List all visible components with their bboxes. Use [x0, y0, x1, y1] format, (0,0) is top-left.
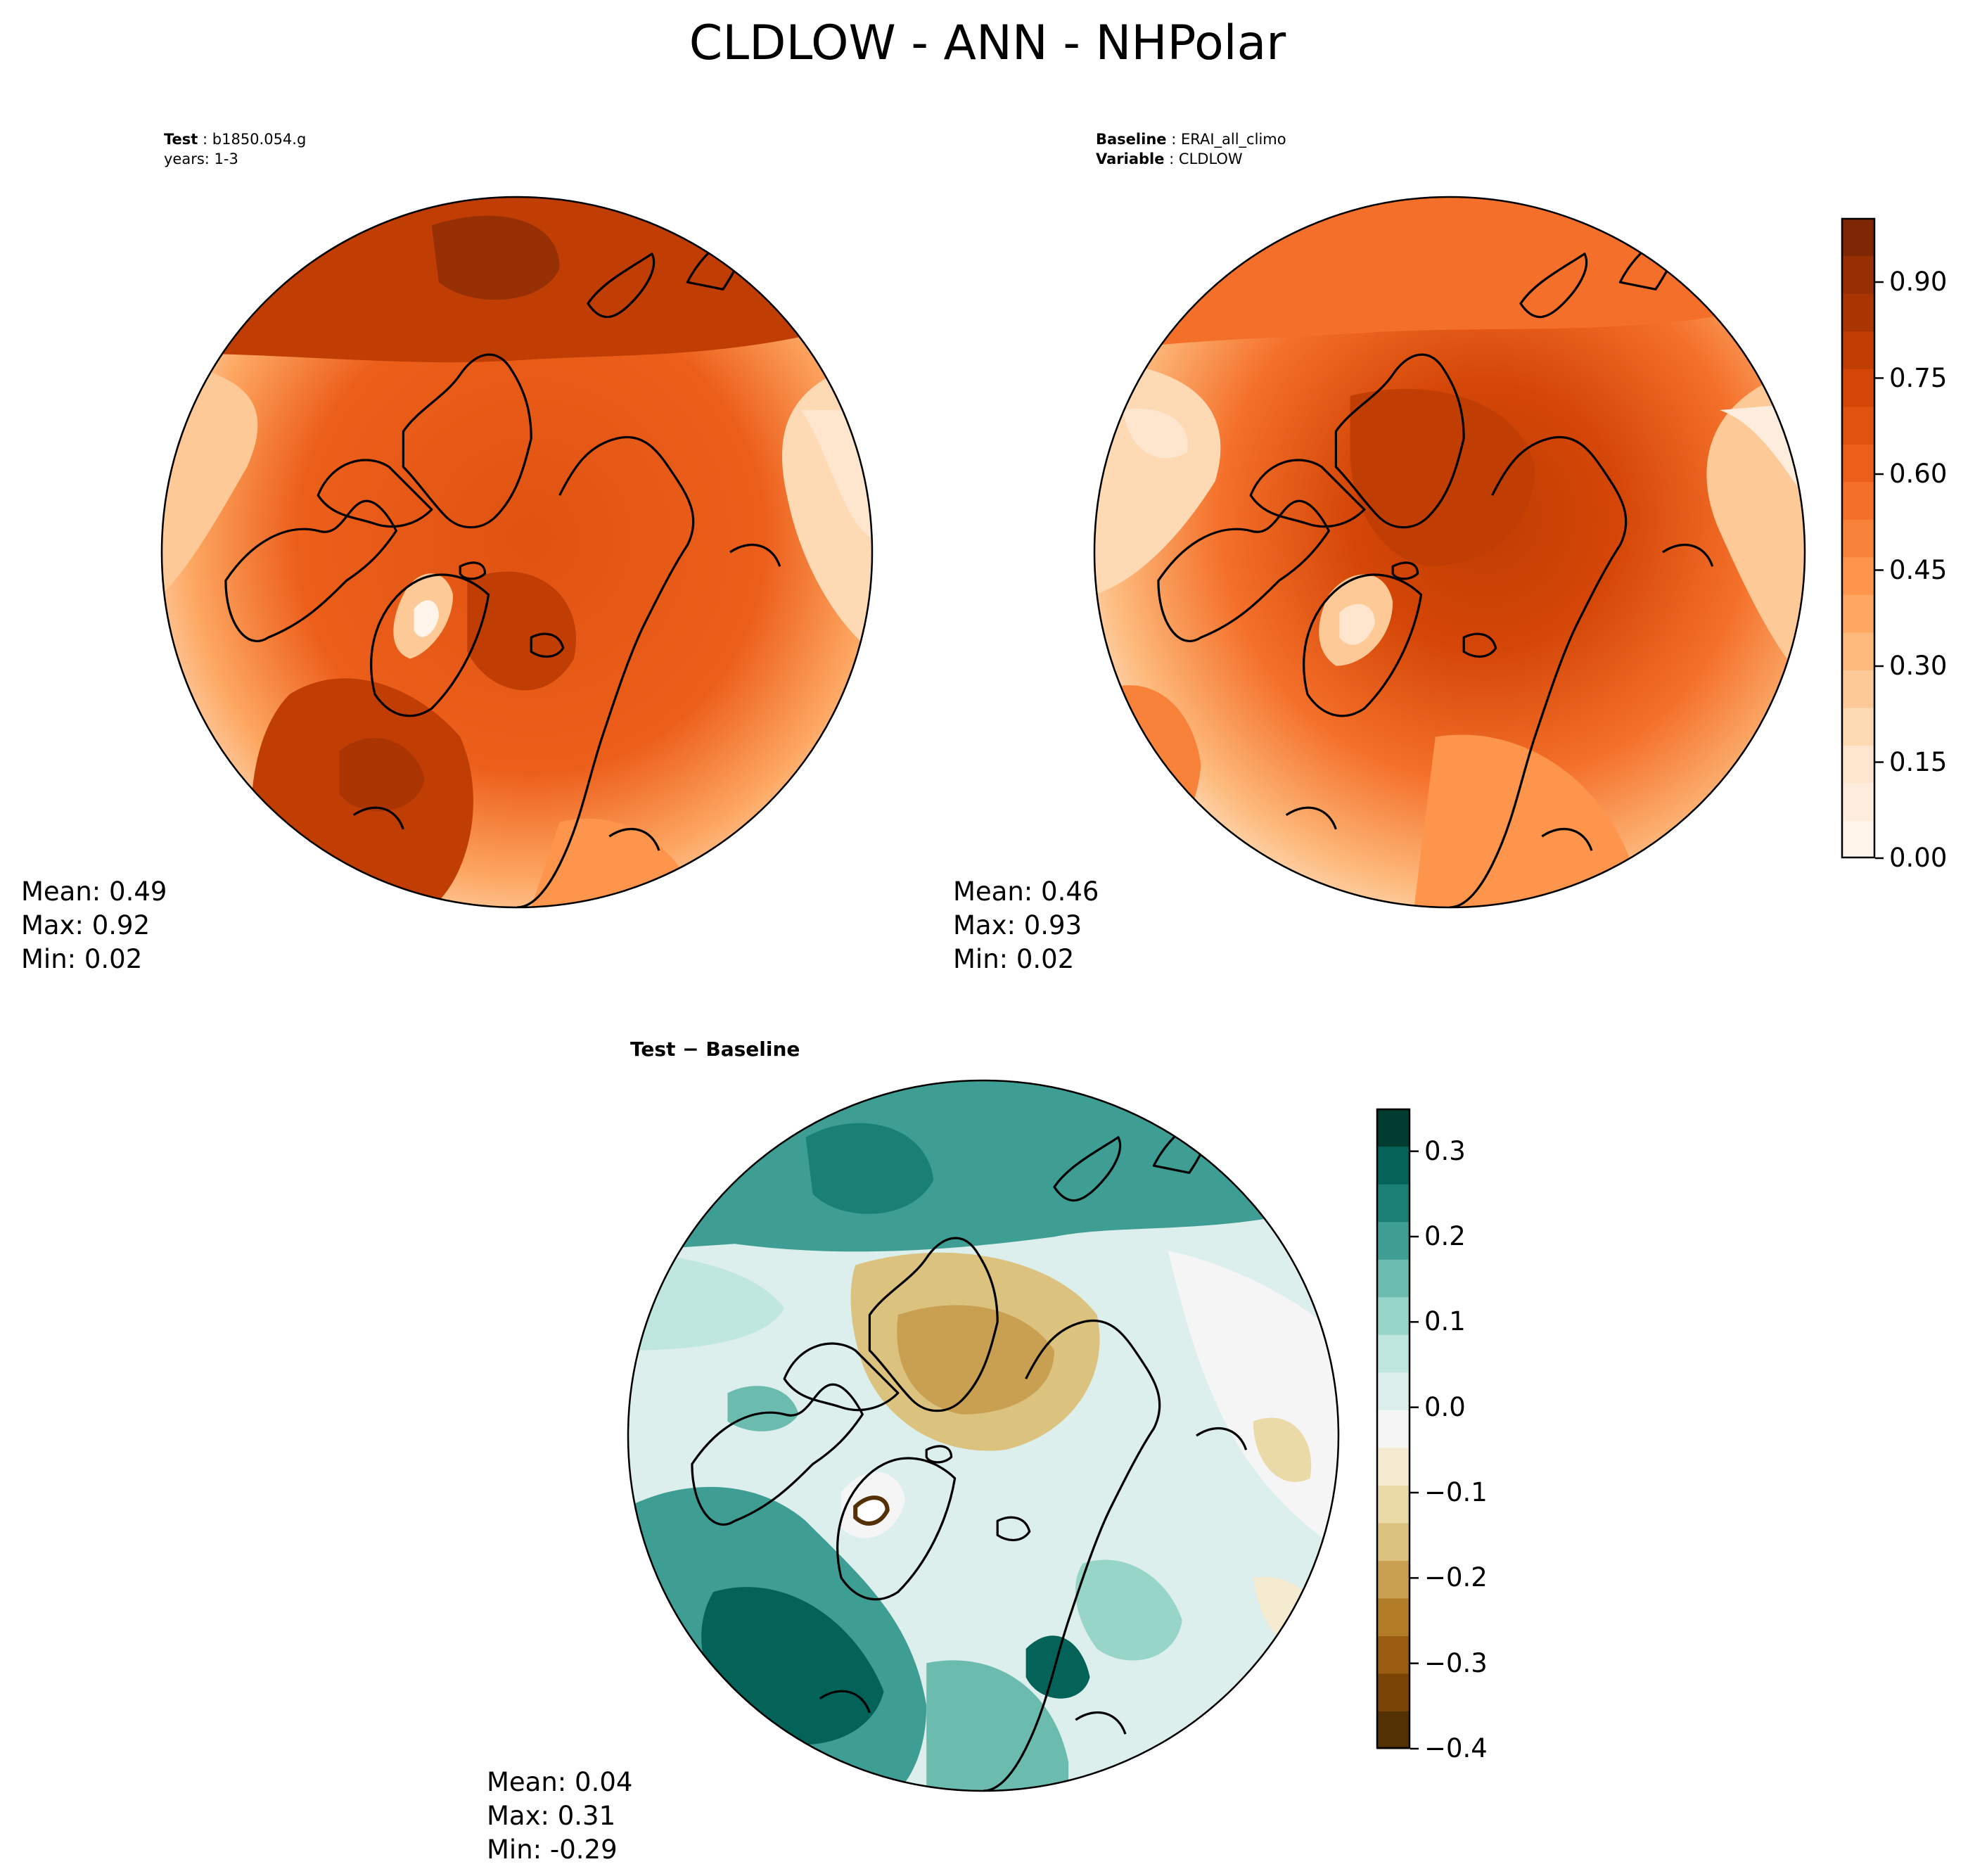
- colorbar-main-tick-label: 0.45: [1889, 554, 1948, 585]
- colorbar-main-segment: [1842, 218, 1874, 257]
- test-map: [160, 196, 874, 909]
- colorbar-diff-segment: [1377, 1522, 1410, 1561]
- colorbar-main-segment: [1842, 670, 1874, 708]
- colorbar-main-segment: [1842, 369, 1874, 407]
- colorbar-diff-tick-label: −0.3: [1424, 1647, 1488, 1678]
- colorbar-diff-segment: [1377, 1372, 1410, 1410]
- test-mean: Mean: 0.49: [21, 876, 167, 907]
- variable-name: CLDLOW: [1178, 151, 1243, 167]
- colorbar-main-tick-label: 0.30: [1889, 651, 1948, 681]
- test-years: years: 1-3: [164, 151, 238, 167]
- colorbar-diff-segment: [1377, 1109, 1410, 1147]
- colorbar-main-tick-label: 0.75: [1889, 362, 1948, 393]
- diff-min: Min: -0.29: [487, 1834, 618, 1865]
- colorbar-diff-tick-label: −0.2: [1424, 1562, 1488, 1593]
- colorbar-main-segment: [1842, 707, 1874, 746]
- diff-header: Test − Baseline: [630, 1038, 800, 1061]
- baseline-label: Baseline: [1096, 131, 1167, 148]
- colorbar-main-segment: [1842, 782, 1874, 822]
- colorbar-diff-segment: [1377, 1560, 1410, 1599]
- colorbar-main-segment: [1842, 293, 1874, 332]
- colorbar-main-segment: [1842, 632, 1874, 670]
- test-case-name: b1850.054.g: [212, 131, 307, 148]
- colorbar-diff-segment: [1377, 1221, 1410, 1260]
- colorbar-main-segment: [1842, 820, 1874, 859]
- baseline-min: Min: 0.02: [953, 944, 1075, 974]
- colorbar-diff-segment: [1377, 1447, 1410, 1486]
- colorbar-diff-segment: [1377, 1410, 1410, 1448]
- baseline-mean: Mean: 0.46: [953, 876, 1099, 907]
- colorbar-diff-segment: [1377, 1184, 1410, 1223]
- colorbar-main-segment: [1842, 594, 1874, 633]
- colorbar-diff-tick-label: 0.3: [1424, 1135, 1466, 1166]
- colorbar-diff-segment: [1377, 1334, 1410, 1373]
- colorbar-main-segment: [1842, 406, 1874, 445]
- colorbar-diff: [1376, 1108, 1419, 1750]
- colorbar-main-tick-label: 0.15: [1889, 746, 1948, 777]
- colorbar-main-tick-label: 0.00: [1889, 843, 1948, 873]
- diff-max: Max: 0.31: [487, 1801, 616, 1831]
- colorbar-diff-segment: [1377, 1673, 1410, 1712]
- colorbar-diff-border: [1376, 1108, 1411, 1749]
- diff-stats: Mean: 0.04 Max: 0.31 Min: -0.29: [487, 1766, 632, 1867]
- colorbar-diff-tick-label: 0.0: [1424, 1391, 1466, 1422]
- colorbar-main-segment: [1842, 255, 1874, 294]
- diff-mean: Mean: 0.04: [487, 1767, 633, 1797]
- test-header: Test : b1850.054.g years: 1-3: [164, 131, 307, 167]
- colorbar-diff-segment: [1377, 1485, 1410, 1524]
- colorbar-diff-segment: [1377, 1597, 1410, 1637]
- colorbar-main-segment: [1842, 556, 1874, 595]
- colorbar-diff-tick-label: 0.1: [1424, 1306, 1466, 1337]
- colorbar-main-tick-label: 0.90: [1889, 267, 1948, 297]
- colorbar-diff-segment: [1377, 1259, 1410, 1298]
- baseline-header: Baseline : ERAI_all_climo Variable : CLD…: [1096, 131, 1286, 167]
- test-label: Test: [164, 131, 198, 148]
- test-max: Max: 0.92: [21, 910, 151, 940]
- colorbar-main-segment: [1842, 481, 1874, 520]
- figure-title: CLDLOW - ANN - NHPolar: [689, 15, 1286, 71]
- colorbar-main-segment: [1842, 519, 1874, 558]
- colorbar-diff-segment: [1377, 1296, 1410, 1335]
- diff-map: [627, 1079, 1340, 1792]
- baseline-stats: Mean: 0.46 Max: 0.93 Min: 0.02: [953, 875, 1099, 976]
- colorbar-main-segment: [1842, 331, 1874, 369]
- colorbar-main: [1841, 217, 1884, 860]
- test-stats: Mean: 0.49 Max: 0.92 Min: 0.02: [21, 875, 167, 976]
- test-min: Min: 0.02: [21, 944, 143, 974]
- colorbar-diff-tick-label: 0.2: [1424, 1221, 1466, 1251]
- colorbar-diff-segment: [1377, 1146, 1410, 1185]
- colorbar-diff-segment: [1377, 1635, 1410, 1674]
- colorbar-main-segment: [1842, 745, 1874, 784]
- variable-label: Variable: [1096, 151, 1165, 167]
- baseline-case-name: ERAI_all_climo: [1180, 131, 1286, 148]
- colorbar-diff-tick-label: −0.4: [1424, 1733, 1488, 1763]
- colorbar-main-segment: [1842, 444, 1874, 483]
- colorbar-main-tick-label: 0.60: [1889, 459, 1948, 489]
- colorbar-diff-tick-label: −0.1: [1424, 1477, 1488, 1507]
- colorbar-main-border: [1841, 217, 1876, 859]
- baseline-map: [1093, 196, 1806, 909]
- baseline-max: Max: 0.93: [953, 910, 1082, 940]
- colorbar-diff-segment: [1377, 1711, 1410, 1749]
